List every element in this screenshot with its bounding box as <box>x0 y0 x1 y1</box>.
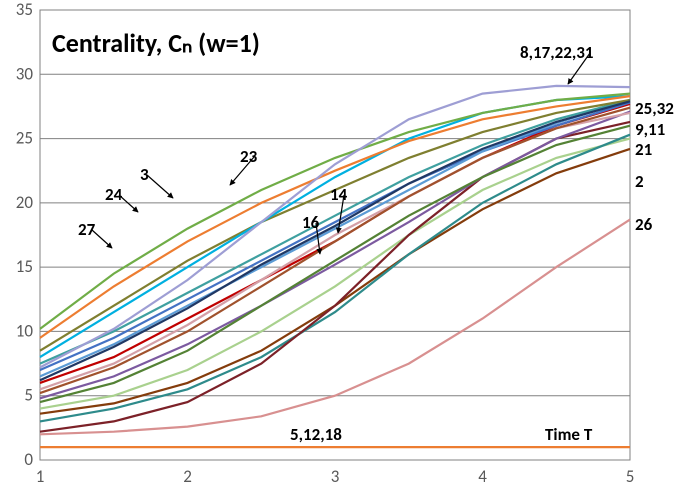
centrality-chart: 0510152025303512345Centrality, Cₙ (w=1)3… <box>0 0 685 501</box>
annotation-label: 16 <box>302 212 320 233</box>
y-tick-label: 25 <box>16 128 33 149</box>
y-tick-label: 0 <box>24 449 33 470</box>
annotation-label: 23 <box>240 146 258 167</box>
x-tick-label: 4 <box>478 466 487 487</box>
x-tick-label: 1 <box>36 466 45 487</box>
annotation-label: 26 <box>635 214 653 235</box>
series-s26 <box>40 220 630 435</box>
annotation-label: 24 <box>105 184 123 205</box>
x-tick-label: 2 <box>183 466 192 487</box>
x-tick-label: 3 <box>331 466 340 487</box>
annotation-label: 27 <box>78 219 96 240</box>
annotation-label: 5,12,18 <box>290 424 342 445</box>
annotation-label: 3 <box>140 164 149 185</box>
series-blue-a <box>40 103 630 370</box>
annotation-label: 14 <box>330 184 348 205</box>
annotation-label: 8,17,22,31 <box>520 42 593 63</box>
y-tick-label: 30 <box>16 63 34 84</box>
annotation-label: 9,11 <box>635 119 665 140</box>
annotation-leader <box>147 175 173 198</box>
annotation-label: 21 <box>635 139 652 160</box>
y-tick-label: 10 <box>16 320 34 341</box>
series-teal-mid <box>40 100 630 364</box>
series-s21-green <box>40 139 630 409</box>
y-tick-label: 5 <box>24 385 33 406</box>
x-tick-label: 5 <box>626 466 635 487</box>
y-tick-label: 35 <box>16 0 33 20</box>
chart-title: Centrality, Cₙ (w=1) <box>52 27 260 59</box>
annotation-label: 2 <box>635 171 644 192</box>
y-tick-label: 20 <box>16 192 34 213</box>
y-tick-label: 15 <box>16 256 33 277</box>
annotation-label: Time T <box>545 424 593 445</box>
annotation-label: 25,32 <box>635 98 674 119</box>
series-blue-b <box>40 100 630 376</box>
series-pink-mid <box>40 113 630 389</box>
chart-svg: 0510152025303512345Centrality, Cₙ (w=1)3… <box>0 0 685 501</box>
